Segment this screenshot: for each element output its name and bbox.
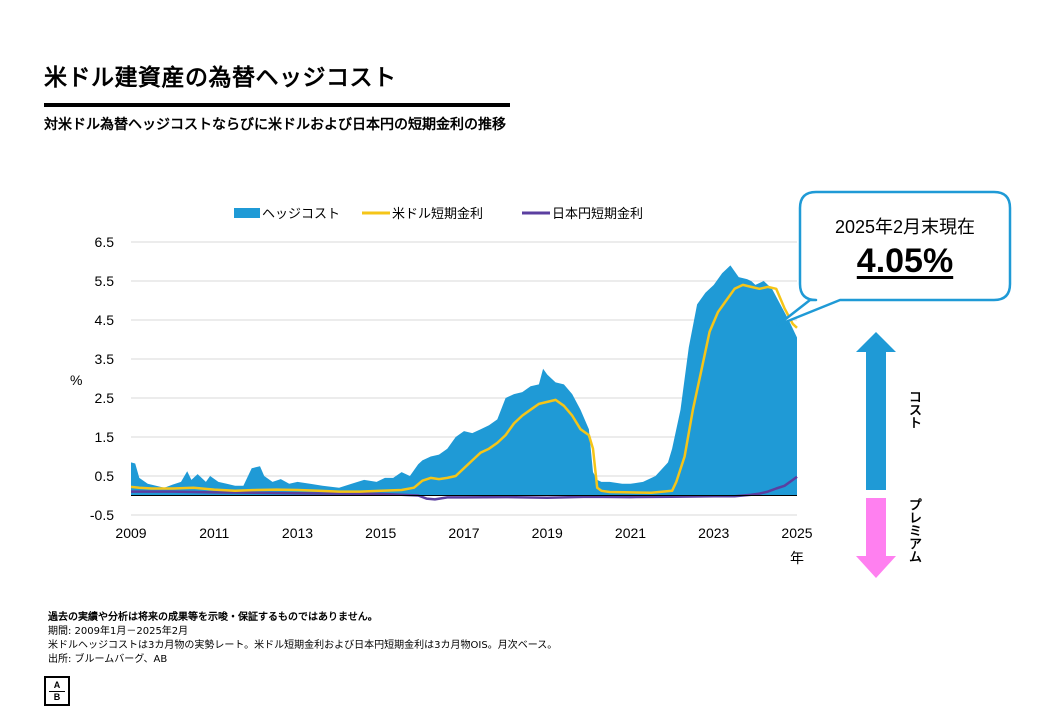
x-axis-label: 年: [790, 550, 804, 566]
callout-bubble: [776, 190, 1012, 327]
x-tick-label: 2023: [698, 525, 729, 541]
x-tick-label: 2019: [532, 525, 563, 541]
cost-up-arrow: [856, 332, 896, 490]
callout-box: [776, 190, 1012, 327]
x-tick-label: 2021: [615, 525, 646, 541]
y-axis-label: %: [70, 372, 82, 388]
page-title: 米ドル建資産の為替ヘッジコスト: [44, 65, 397, 91]
y-tick-label: -0.5: [90, 507, 114, 523]
x-tick-label: 2025: [781, 525, 812, 541]
premium-down-arrow: [856, 498, 896, 578]
period-note: 期間: 2009年1月－2025年2月: [48, 626, 189, 637]
disclaimer-note: 過去の実績や分析は将来の成果等を示唆・保証するものではありません。: [48, 612, 378, 623]
legend-item: ヘッジコスト: [234, 207, 340, 222]
x-tick-label: 2009: [115, 525, 146, 541]
legend-label: 日本円短期金利: [552, 206, 643, 222]
title-divider: [44, 103, 510, 107]
source-note: 出所: ブルームバーグ、AB: [48, 654, 168, 665]
hedge-cost-area: [131, 265, 797, 496]
y-tick-label: 1.5: [95, 429, 115, 445]
cost-label: コスト: [906, 390, 921, 429]
x-tick-label: 2015: [365, 525, 396, 541]
premium-label: プレミアム: [906, 498, 921, 563]
y-tick-label: 4.5: [95, 312, 115, 328]
legend-item: 日本円短期金利: [522, 206, 643, 222]
logo-letter-b: B: [53, 692, 61, 702]
x-tick-label: 2011: [199, 525, 229, 541]
logo-divider: [49, 691, 65, 692]
legend-swatch: [234, 208, 260, 218]
legend-item: 米ドル短期金利: [362, 206, 483, 222]
y-tick-label: 3.5: [95, 351, 115, 367]
y-tick-label: 6.5: [95, 234, 115, 250]
hedge-cost-area-layer: [131, 265, 797, 496]
legend-label: ヘッジコスト: [262, 207, 340, 222]
legend-label: 米ドル短期金利: [392, 206, 483, 222]
cost-premium-arrows: [856, 332, 896, 578]
jpy-rate-line: [131, 475, 798, 501]
callout-value: 4.05%: [856, 242, 954, 280]
page-subtitle: 対米ドル為替ヘッジコストならびに米ドルおよび日本円の短期金利の推移: [44, 117, 506, 133]
rate-lines-layer: [130, 283, 798, 501]
y-tick-label: 5.5: [95, 273, 115, 289]
legend: ヘッジコスト 米ドル短期金利 日本円短期金利: [234, 206, 643, 222]
x-tick-label: 2017: [448, 525, 479, 541]
ab-logo: A B: [44, 676, 70, 706]
callout-date-label: 2025年2月末現在: [834, 217, 976, 237]
footnotes: 過去の実績や分析は将来の成果等を示唆・保証するものではありません。 期間: 20…: [48, 611, 557, 667]
y-tick-label: 0.5: [95, 468, 115, 484]
x-tick-label: 2013: [282, 525, 313, 541]
y-tick-label: 2.5: [95, 390, 115, 406]
method-note: 米ドルヘッジコストは3カ月物の実勢レート。米ドル短期金利および日本円短期金利は3…: [48, 640, 558, 651]
logo-letter-a: A: [53, 680, 61, 690]
usd-rate-line: [130, 283, 798, 495]
